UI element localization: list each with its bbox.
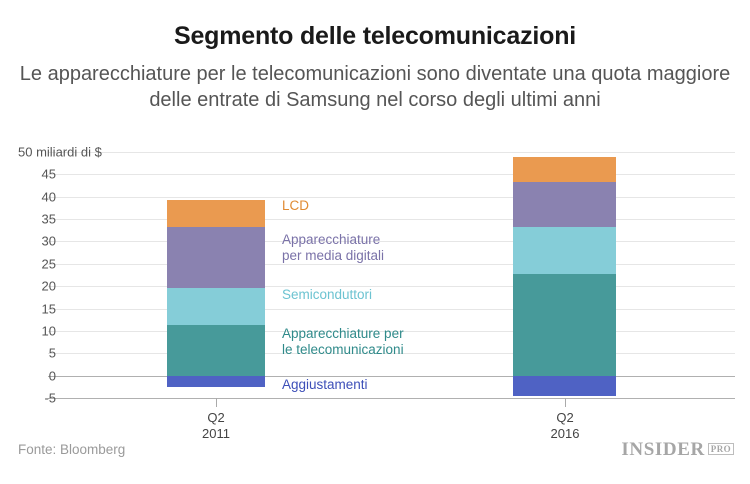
x-axis-tick-label: Q2 2016 xyxy=(550,410,580,442)
legend-item[interactable]: LCD xyxy=(282,198,310,213)
gridline xyxy=(48,286,735,288)
gridline xyxy=(48,152,735,153)
chart-footer: Fonte: Bloomberg INSIDER PRO xyxy=(0,430,750,484)
legend-item[interactable]: Aggiustamenti xyxy=(282,377,368,392)
x-axis-tick xyxy=(565,398,566,407)
bar-segment[interactable] xyxy=(167,227,265,288)
legend-item[interactable]: Semiconduttori xyxy=(282,287,373,302)
source-note: Fonte: Bloomberg xyxy=(18,442,126,457)
y-axis-tick-label: 35 xyxy=(41,211,56,227)
logo-wordmark: INSIDER xyxy=(621,439,705,460)
legend-item[interactable]: Apparecchiature per le telecomunicazioni xyxy=(282,326,404,358)
chart-plot-area: 50 miliardi di $ 45 40 35 30 25 20 15 10 5 0 -5 Q2 2… xyxy=(0,140,750,441)
chart-subtitle: Le apparecchiature per le telecomunicazi… xyxy=(19,62,731,112)
bar-segment[interactable] xyxy=(167,199,265,228)
bar-segment[interactable] xyxy=(513,227,616,274)
gridline xyxy=(48,196,735,198)
y-axis-tick-label: 15 xyxy=(41,301,56,317)
y-axis-tick-label: 20 xyxy=(41,278,56,294)
bar-segment[interactable] xyxy=(513,273,616,376)
gridline xyxy=(48,398,735,399)
gridline xyxy=(48,375,735,377)
legend-item[interactable]: Apparecchiature per media digitali xyxy=(282,232,385,264)
y-axis-tick-label: 30 xyxy=(41,233,56,249)
x-axis-tick xyxy=(216,398,217,407)
y-axis-tick-label: 45 xyxy=(41,166,56,182)
bar-segment[interactable] xyxy=(167,375,265,387)
y-axis-tick-label: 0 xyxy=(48,368,56,384)
bar-segment[interactable] xyxy=(167,287,265,326)
bar-stack[interactable] xyxy=(167,140,265,398)
gridline xyxy=(48,330,735,332)
page-title: Segmento delle telecomunicazioni xyxy=(173,22,577,50)
y-axis-tick-label: 25 xyxy=(41,256,56,272)
bar-segment[interactable] xyxy=(167,325,265,376)
y-axis-unit-label: 50 miliardi di $ xyxy=(18,144,102,160)
bar-stack[interactable] xyxy=(513,140,616,398)
gridline xyxy=(48,308,735,310)
x-axis-tick-label: Q2 2011 xyxy=(202,410,230,442)
gridline xyxy=(48,241,735,243)
bar-segment[interactable] xyxy=(513,375,616,396)
bar-segment[interactable] xyxy=(513,157,616,183)
gridline xyxy=(48,174,735,176)
y-axis-tick-label: 10 xyxy=(41,323,56,339)
gridline xyxy=(48,353,735,355)
insider-pro-logo: INSIDER PRO xyxy=(621,439,734,461)
gridline xyxy=(48,263,735,265)
y-axis-tick-label: 5 xyxy=(48,345,56,361)
bar-segment[interactable] xyxy=(513,182,616,228)
y-axis-tick-label: -5 xyxy=(44,390,56,406)
chart-header: Segmento delle telecomunicazioni Le appa… xyxy=(0,0,750,114)
y-axis-tick-label: 40 xyxy=(41,189,56,205)
gridline xyxy=(48,219,735,221)
logo-pro-badge: PRO xyxy=(707,443,734,455)
